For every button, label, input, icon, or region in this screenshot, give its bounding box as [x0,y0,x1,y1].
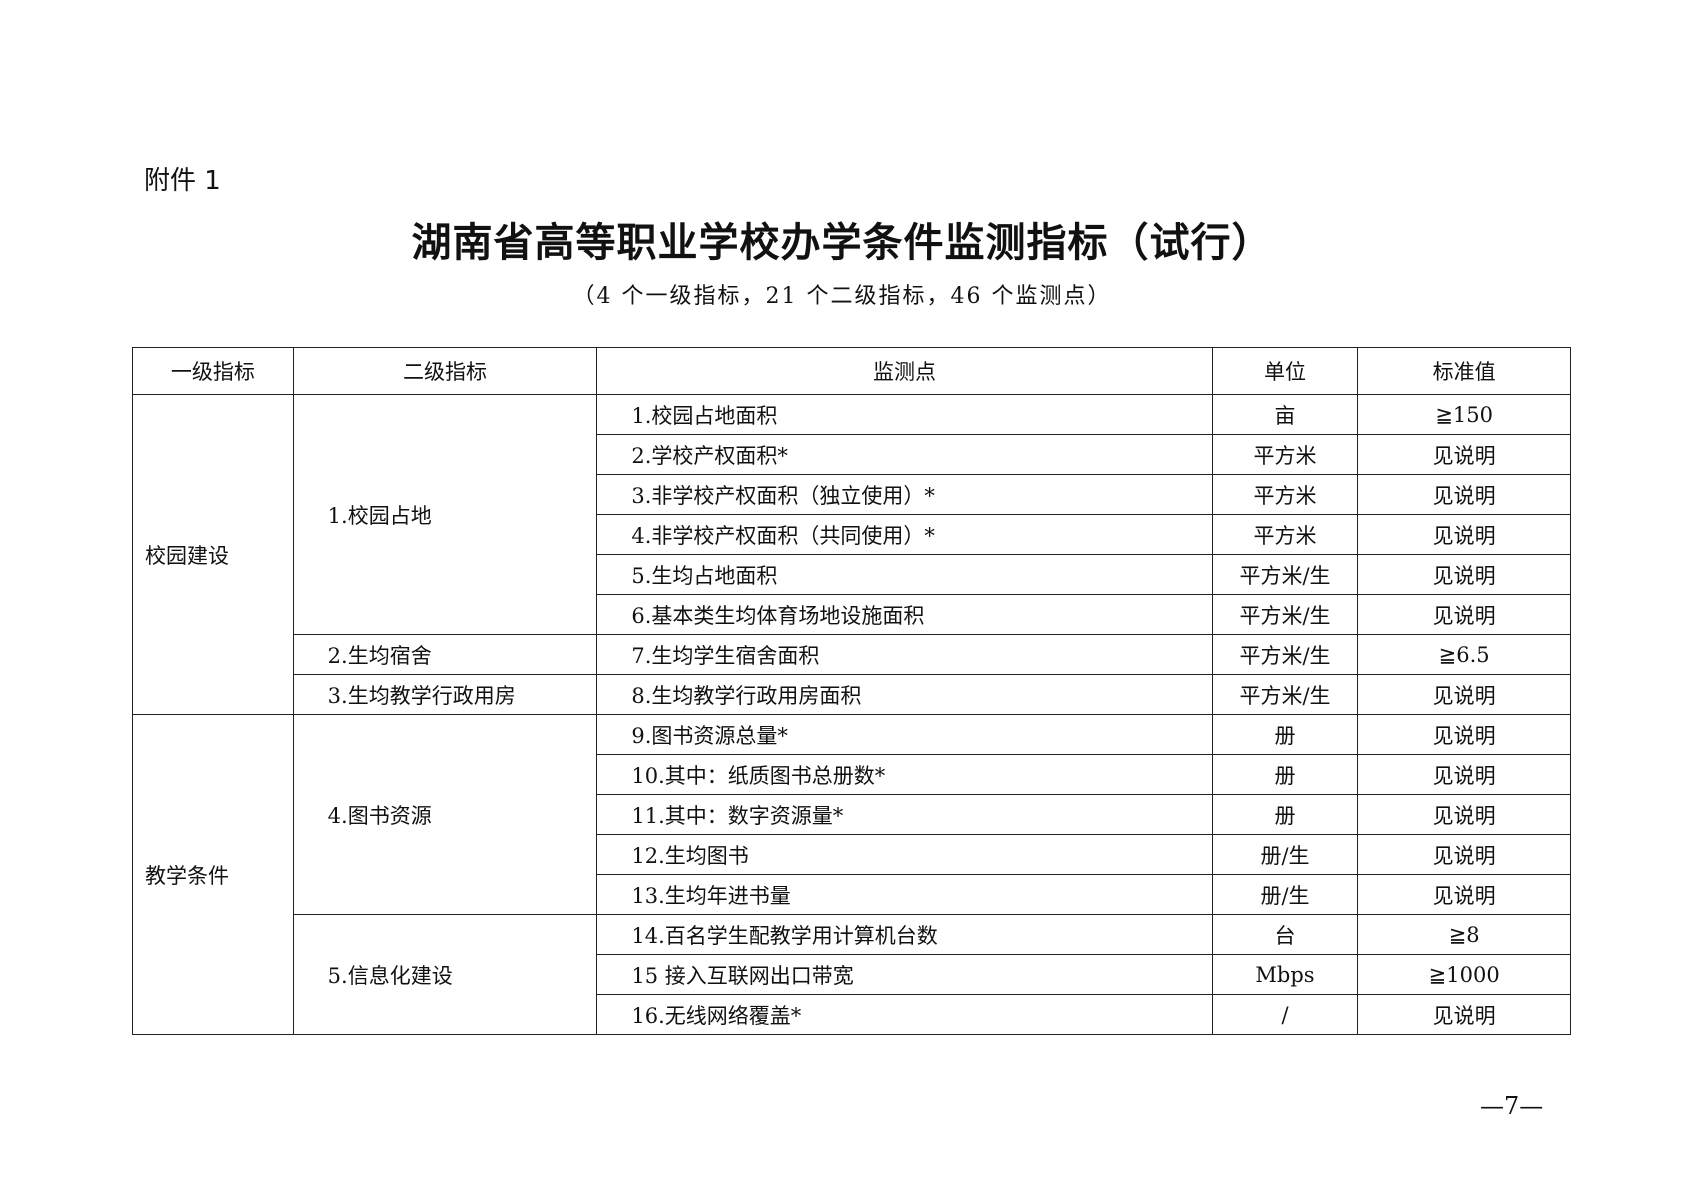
level2-cell: 1.校园占地 [292,394,598,635]
table-row: 教学条件 4.图书资源 9.图书资源总量* 册见说明 [132,714,1571,1035]
level2-cell: 5.信息化建设 [292,914,598,1035]
unit-cell: 平方米/生 [1211,634,1359,675]
table-row: 15 接入互联网出口带宽 Mbps ≧1000 [133,954,1571,995]
point-cell: 9.图书资源总量* [596,714,1213,755]
standard-cell: 见说明 [1357,874,1571,915]
indicator-table: 一级指标 二级指标 监测点 单位 标准值 校园建设 1.校园占地 1.校园占地面积亩… [132,347,1571,1035]
point-cell: 4.非学校产权面积（共同使用）* [596,514,1213,555]
level2-cell: 2.生均宿舍 [292,634,598,675]
document-title: 湖南省高等职业学校办学条件监测指标（试行） [411,220,1273,266]
table-row: 2.学校产权面积* 平方米 见说明 [133,434,1571,475]
point-cell: 8.生均教学行政用房面积 [596,674,1213,715]
standard-cell: 见说明 [1357,714,1571,755]
point-cell: 13.生均年进书量 [596,874,1213,915]
point-cell: 11.其中：数字资源量* [596,794,1213,835]
page-number: —7— [1480,1092,1544,1120]
unit-cell: 册 [1211,714,1359,755]
point-cell: 1.校园占地面积 [596,394,1213,435]
level2-cell: 4.图书资源 [292,714,598,915]
unit-cell: 册 [1211,794,1359,835]
header-unit: 单位 [1211,347,1359,395]
table-row: 2.生均宿舍 7.生均学生宿舍面积 平方米/生 ≧6.5 [133,634,1571,675]
header-point: 监测点 [596,347,1213,395]
unit-cell: 平方米 [1211,474,1359,515]
standard-cell: ≧1000 [1357,954,1571,995]
unit-cell: 册 [1211,754,1359,795]
standard-cell: 见说明 [1357,674,1571,715]
unit-cell: 平方米 [1211,514,1359,555]
table-row: 5.信息化建设 14.百名学生配教学用计算机台数台 ≧8 [133,914,1571,1035]
unit-cell: 平方米/生 [1211,594,1359,635]
standard-cell: 见说明 [1357,594,1571,635]
standard-cell: ≧150 [1357,394,1571,435]
point-cell: 7.生均学生宿舍面积 [596,634,1213,675]
unit-cell: Mbps [1211,954,1359,995]
point-cell: 6.基本类生均体育场地设施面积 [596,594,1213,635]
unit-cell: 册/生 [1211,834,1359,875]
standard-cell: 见说明 [1357,994,1571,1035]
standard-cell: 见说明 [1357,794,1571,835]
point-cell: 10.其中：纸质图书总册数* [596,754,1213,795]
header-level2: 二级指标 [292,347,598,395]
point-cell: 3.非学校产权面积（独立使用）* [596,474,1213,515]
standard-cell: 见说明 [1357,474,1571,515]
point-cell: 2.学校产权面积* [596,434,1213,475]
standard-cell: 见说明 [1357,834,1571,875]
table-row: 5.生均占地面积 平方米/生 见说明 [133,554,1571,595]
point-cell: 12.生均图书 [596,834,1213,875]
unit-cell: 平方米/生 [1211,674,1359,715]
table-row: 6.基本类生均体育场地设施面积 平方米/生 见说明 [133,594,1571,635]
header-level1: 一级指标 [132,347,294,395]
table-header-row: 一级指标 二级指标 监测点 单位 标准值 [132,347,1571,395]
level2-cell: 3.生均教学行政用房 [292,674,598,715]
standard-cell: ≧8 [1357,914,1571,955]
unit-cell: 台 [1211,914,1359,955]
point-cell: 5.生均占地面积 [596,554,1213,595]
unit-cell: 册/生 [1211,874,1359,915]
table-row: 16.无线网络覆盖* / 见说明 [133,994,1571,1035]
table-row: 3.生均教学行政用房 8.生均教学行政用房面积 平方米/生 见说明 [133,674,1571,715]
header-standard: 标准值 [1357,347,1571,395]
standard-cell: 见说明 [1357,754,1571,795]
level1-cell: 教学条件 [132,714,294,1035]
unit-cell: 平方米/生 [1211,554,1359,595]
unit-cell: 亩 [1211,394,1359,435]
table-row: 10.其中：纸质图书总册数* 册见说明 [133,754,1571,795]
point-cell: 14.百名学生配教学用计算机台数 [596,914,1213,955]
unit-cell: 平方米 [1211,434,1359,475]
attachment-label: 附件 1 [144,166,221,196]
point-cell: 15 接入互联网出口带宽 [596,954,1213,995]
table-row: 校园建设 1.校园占地 1.校园占地面积亩 ≧150 [132,394,1571,715]
standard-cell: 见说明 [1357,434,1571,475]
level1-cell: 校园建设 [132,394,294,715]
table-row: 12.生均图书 册/生 见说明 [133,834,1571,875]
standard-cell: ≧6.5 [1357,634,1571,675]
document-subtitle: （4 个一级指标，21 个二级指标，46 个监测点） [572,284,1112,309]
standard-cell: 见说明 [1357,514,1571,555]
unit-cell: / [1211,994,1359,1035]
point-cell: 16.无线网络覆盖* [596,994,1213,1035]
standard-cell: 见说明 [1357,554,1571,595]
